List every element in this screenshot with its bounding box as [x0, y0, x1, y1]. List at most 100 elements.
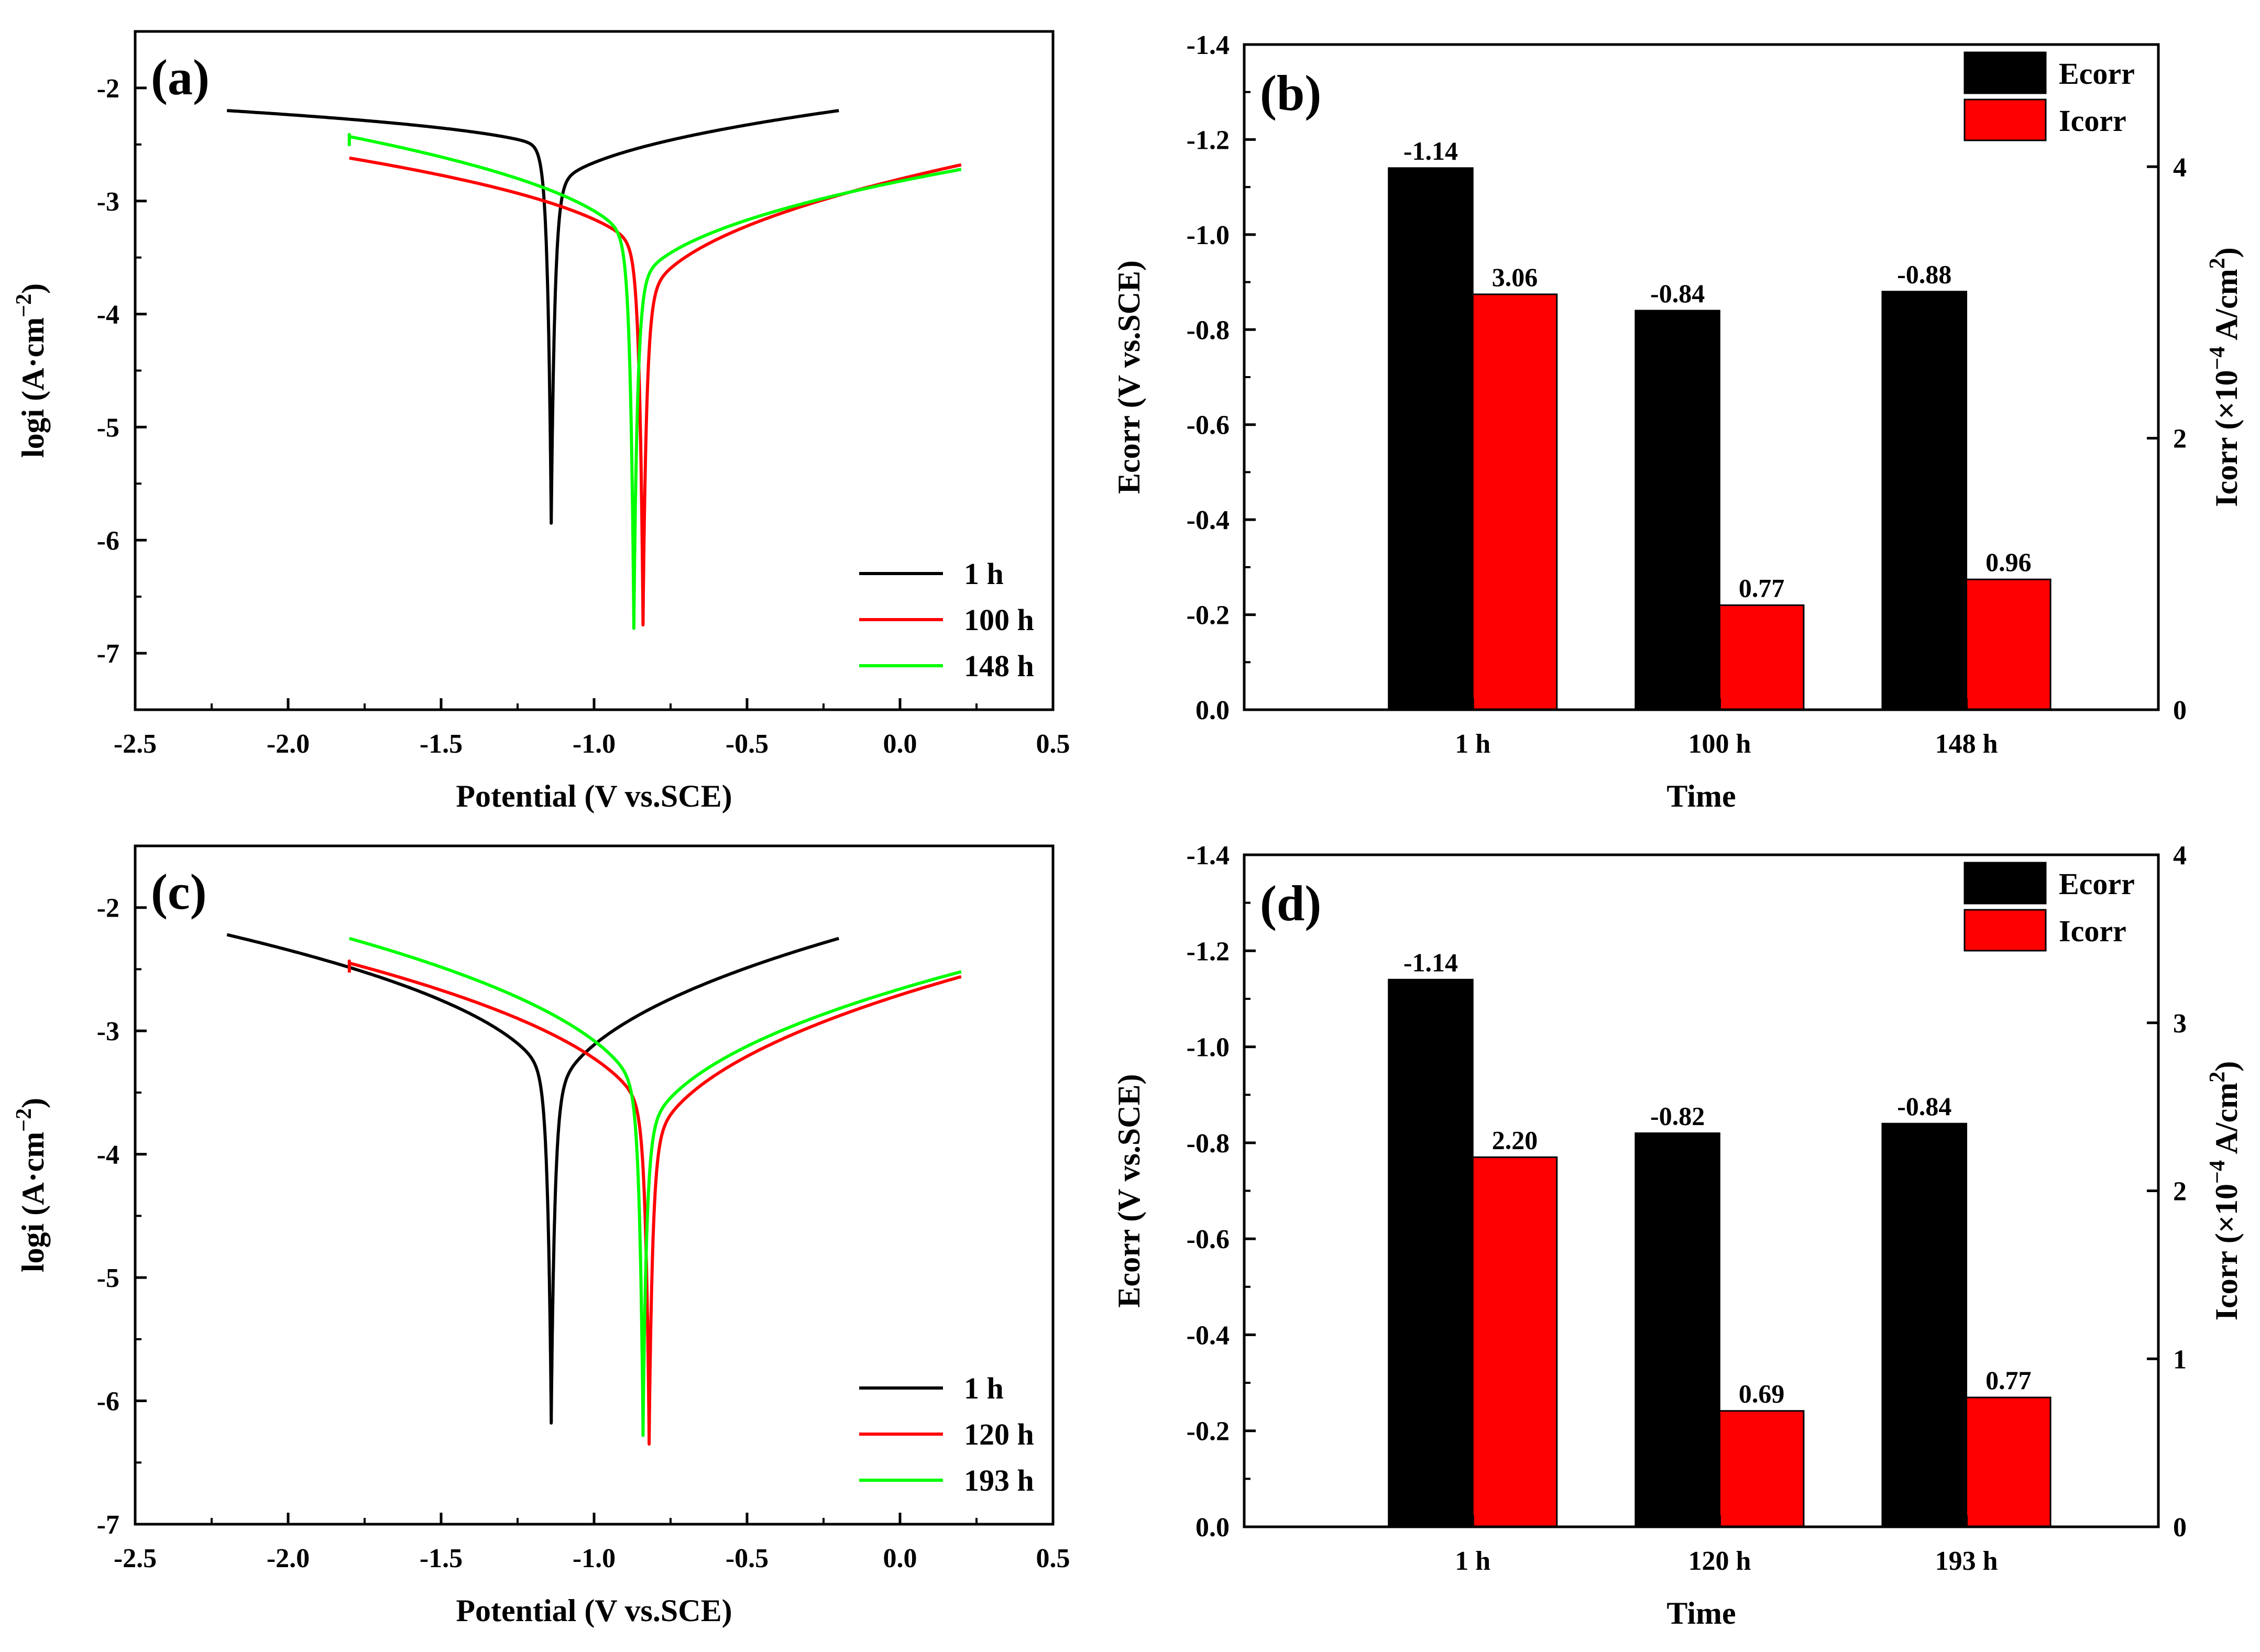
left-tick-label: -0.4 [1187, 505, 1230, 535]
right-y-axis-label-part: Icorr (×10 [2209, 370, 2244, 506]
left-tick-label: -0.8 [1187, 315, 1230, 345]
right-y-axis-label-part: 2 [2206, 1072, 2230, 1083]
right-y-axis-label-part: −4 [2206, 1160, 2230, 1184]
left-tick-label: -0.2 [1187, 601, 1230, 631]
x-tick-label: 1 h [1455, 1546, 1490, 1576]
icorr-bar [1472, 293, 1558, 711]
series-line-1 [349, 156, 962, 627]
x-tick-label: -0.5 [726, 1544, 769, 1573]
left-tick-label: -0.4 [1187, 1320, 1230, 1350]
y-axis-label-end: ) [16, 283, 50, 294]
x-tick-label: 100 h [1688, 729, 1751, 759]
x-tick-label: -2.5 [114, 1544, 157, 1573]
series-line-0 [226, 933, 840, 1425]
x-tick-label: 0.5 [1036, 729, 1070, 759]
y-axis-label-exponent: −2 [12, 1108, 36, 1132]
x-tick-label: 0.5 [1036, 1544, 1070, 1573]
left-tick-label: 0.0 [1195, 696, 1230, 725]
icorr-value-label: 0.77 [1739, 573, 1785, 602]
legend-label: Icorr [2059, 104, 2126, 138]
legend-label: Ecorr [2059, 57, 2135, 91]
x-tick-label: 193 h [1935, 1546, 1998, 1576]
y-tick-label: -7 [97, 1510, 119, 1540]
left-tick-label: -0.6 [1187, 411, 1230, 440]
legend-swatch-0 [1963, 51, 2047, 94]
icorr-value-label: 3.06 [1492, 262, 1538, 292]
left-y-axis-label: Ecorr (V vs.SCE) [1112, 1074, 1146, 1307]
legend-label: 193 h [964, 1463, 1034, 1497]
series-line-0 [227, 109, 839, 525]
x-tick-label: -1.5 [420, 1544, 463, 1573]
left-tick-label: -1.2 [1187, 937, 1230, 966]
y-axis-label-main: logi (A·cm [16, 317, 50, 458]
x-tick-label: 120 h [1688, 1546, 1751, 1576]
left-tick-label: -1.0 [1187, 1033, 1230, 1063]
legend-label: 1 h [964, 1371, 1004, 1405]
right-y-axis-label: Icorr (×10−4 A/cm2) [2206, 1061, 2244, 1321]
y-tick-label: -6 [97, 526, 119, 556]
x-tick-label: 0.0 [883, 1544, 917, 1573]
icorr-bar [1718, 604, 1805, 711]
legend-label: 100 h [964, 603, 1034, 637]
ecorr-value-label: -0.88 [1897, 260, 1951, 289]
y-axis-label-end: ) [16, 1098, 50, 1108]
x-axis-label: Potential (V vs.SCE) [456, 779, 732, 813]
left-tick-label: -1.4 [1187, 30, 1230, 60]
right-y-axis-label-part: A/cm [2209, 269, 2244, 346]
plot-frame [134, 844, 1055, 1526]
x-tick-label: 0.0 [883, 729, 917, 759]
right-tick-label: 1 [2173, 1345, 2187, 1374]
panel-label: (c) [151, 864, 207, 920]
y-axis-label: logi (A·cm−2) [12, 283, 50, 458]
right-tick-label: 4 [2173, 841, 2187, 871]
icorr-value-label: 0.77 [1985, 1365, 2032, 1395]
y-axis-label-main: logi (A·cm [16, 1132, 50, 1272]
icorr-bar [1472, 1156, 1558, 1528]
right-tick-label: 2 [2173, 1177, 2187, 1207]
right-tick-label: 0 [2173, 696, 2187, 725]
legend-label: 120 h [964, 1417, 1034, 1451]
panel-label: (b) [1260, 65, 1321, 121]
panel-label: (d) [1260, 875, 1321, 931]
icorr-bar [1718, 1410, 1805, 1528]
y-tick-label: -5 [97, 413, 119, 443]
ecorr-value-label: -1.14 [1403, 136, 1458, 166]
icorr-bar [1966, 578, 2051, 711]
icorr-value-label: 0.96 [1985, 547, 2032, 577]
left-tick-label: -1.4 [1187, 841, 1230, 871]
plot-frame [134, 30, 1055, 711]
left-tick-label: 0.0 [1195, 1513, 1230, 1543]
x-axis-label: Potential (V vs.SCE) [456, 1593, 732, 1628]
y-tick-label: -3 [97, 1017, 119, 1047]
y-axis-label: logi (A·cm−2) [12, 1098, 50, 1272]
left-tick-label: -0.6 [1187, 1225, 1230, 1254]
legend-label: Ecorr [2059, 867, 2135, 901]
right-y-axis-label-part: A/cm [2209, 1083, 2244, 1160]
legend-label: 1 h [964, 557, 1004, 591]
ecorr-value-label: -0.84 [1897, 1092, 1951, 1121]
right-tick-label: 2 [2173, 424, 2187, 454]
legend-label: Icorr [2059, 914, 2126, 948]
x-tick-label: -1.5 [420, 729, 463, 759]
x-axis-label: Time [1666, 1596, 1736, 1631]
ecorr-bar [1881, 1122, 1968, 1528]
series-line-2 [347, 133, 962, 630]
legend-swatch-1 [1963, 98, 2047, 141]
left-y-axis-label: Ecorr (V vs.SCE) [1112, 260, 1146, 494]
right-y-axis-label-part: ) [2209, 247, 2244, 258]
right-y-axis-label-part: Icorr (×10 [2209, 1184, 2244, 1320]
ecorr-value-label: -0.82 [1650, 1102, 1705, 1131]
plot-frame [1243, 43, 2160, 711]
ecorr-bar [1634, 310, 1720, 711]
series-line-2 [348, 937, 962, 1437]
x-tick-label: -0.5 [726, 729, 769, 759]
x-tick-label: 1 h [1455, 729, 1490, 759]
x-tick-label: -1.0 [573, 729, 616, 759]
right-tick-label: 3 [2173, 1009, 2187, 1039]
panel-d: 0.0 -0.2 -0.4 -0.6 -0.8 -1.0 -1.2 -1.4 0 1 2 3 4 -1.1… [1112, 841, 2244, 1631]
ecorr-value-label: -0.84 [1650, 279, 1705, 308]
series-line-1 [347, 959, 962, 1446]
panel-label: (a) [151, 49, 210, 105]
legend-swatch-0 [1963, 862, 2047, 905]
